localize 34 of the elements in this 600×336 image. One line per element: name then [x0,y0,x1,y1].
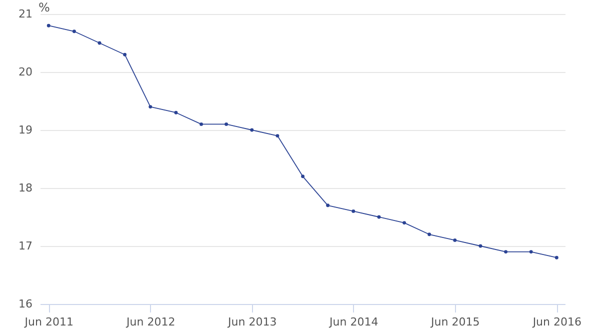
point [123,52,127,56]
y-axis-title: % [38,0,50,14]
point [326,204,330,208]
point [377,215,381,219]
point [504,250,508,254]
y-tick-label: 21 [18,8,32,20]
x-tick-label: Jun 2015 [430,316,480,328]
x-tick-label: Jun 2012 [126,316,176,328]
x-tick-label: Jun 2011 [24,316,74,328]
x-tick-label: Jun 2013 [227,316,277,328]
y-tick-label: 16 [18,298,32,310]
y-tick-label: 19 [18,124,32,136]
point [554,256,558,260]
x-tick-label: Jun 2016 [532,316,582,328]
point [276,134,280,138]
point [46,24,50,28]
point [148,105,152,109]
point [453,238,457,242]
y-tick-label: 17 [18,240,32,252]
point [224,122,228,126]
y-tick-label: 20 [18,66,32,78]
point [352,209,356,213]
point [250,128,254,132]
point [72,30,76,34]
point [98,41,102,45]
point [428,232,432,236]
x-tick-label: Jun 2014 [328,316,378,328]
point [478,244,482,248]
point [174,110,178,114]
point [200,122,204,126]
point [301,174,305,178]
point [529,250,533,254]
point [402,221,406,225]
y-tick-label: 18 [18,182,32,194]
